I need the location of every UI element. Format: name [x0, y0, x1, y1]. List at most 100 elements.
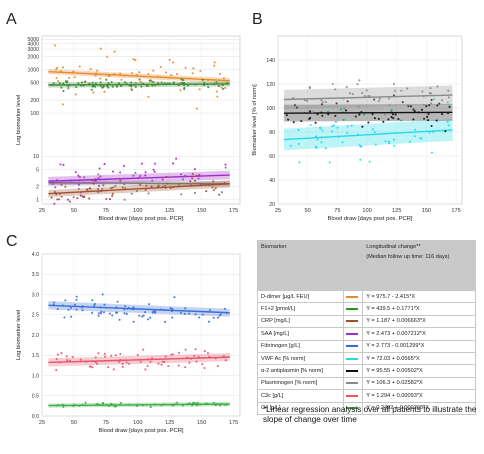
scatter-point: [198, 88, 201, 91]
y-tick-label: 10: [33, 154, 39, 160]
scatter-point: [63, 316, 66, 319]
scatter-point: [298, 161, 301, 164]
scatter-point: [368, 94, 371, 98]
scatter-point: [180, 173, 183, 176]
x-tick-label: 125: [165, 208, 174, 214]
scatter-point: [300, 120, 303, 123]
scatter-point: [93, 302, 96, 306]
scatter-point: [171, 316, 174, 319]
scatter-point: [92, 91, 95, 94]
legend-row-swatch-cell: [343, 289, 364, 304]
scatter-point: [120, 85, 123, 88]
scatter-point: [101, 293, 104, 296]
x-tick-label: 100: [362, 208, 371, 214]
scatter-point: [382, 120, 385, 123]
x-axis-label: Blood draw [days post pos. PCR]: [327, 216, 412, 222]
scatter-point: [121, 365, 124, 368]
scatter-point: [348, 92, 352, 95]
scatter-point: [132, 58, 135, 61]
scatter-point: [446, 101, 449, 104]
scatter-point: [125, 312, 128, 315]
scatter-point: [377, 99, 380, 103]
scatter-point: [114, 311, 118, 314]
scatter-point: [430, 151, 434, 154]
y-tick-label: 140: [266, 58, 275, 64]
scatter-point: [192, 67, 195, 70]
scatter-point: [216, 364, 219, 367]
scatter-point: [97, 184, 101, 187]
regression-line: [283, 111, 453, 114]
scatter-point: [55, 76, 58, 79]
scatter-point: [119, 171, 122, 174]
scatter-point: [193, 191, 196, 195]
scatter-point: [99, 47, 102, 50]
legend-row-name: D-dimer [µg/L FEU]: [256, 289, 345, 304]
y-axis-label: Log biomarker level: [16, 310, 22, 361]
scatter-point: [169, 306, 172, 310]
scatter-point: [71, 355, 74, 359]
scatter-point: [346, 131, 349, 134]
scatter-point: [53, 44, 57, 47]
scatter-point: [314, 121, 317, 124]
scatter-point: [311, 111, 314, 114]
legend-row-name: SAA [mg/L]: [256, 327, 345, 341]
scatter-point: [111, 194, 114, 197]
legend-swatch: [346, 345, 359, 348]
scatter-point: [103, 303, 106, 306]
scatter-point: [351, 92, 354, 96]
scatter-point: [354, 115, 357, 118]
scatter-point: [70, 315, 73, 318]
scatter-point: [289, 144, 292, 147]
scatter-point: [79, 358, 82, 361]
scatter-point: [142, 314, 145, 317]
footnote: *Linear regression analysis over all pat…: [263, 405, 477, 424]
scatter-point: [183, 88, 186, 91]
scatter-point: [346, 100, 349, 103]
y-tick-label: 1000: [27, 68, 39, 74]
scatter-point: [97, 177, 100, 180]
scatter-point: [350, 124, 353, 127]
legend-swatch: [346, 308, 359, 311]
scatter-point: [428, 131, 431, 134]
scatter-point: [148, 303, 151, 306]
scatter-point: [139, 80, 142, 84]
scatter-point: [191, 172, 194, 176]
scatter-point: [421, 90, 424, 93]
scatter-point: [199, 69, 202, 73]
scatter-point: [359, 145, 362, 148]
scatter-point: [55, 68, 58, 71]
scatter-point: [177, 184, 180, 187]
scatter-point: [130, 85, 133, 88]
scatter-point: [387, 118, 390, 121]
scatter-point: [151, 311, 154, 314]
scatter-point: [409, 105, 413, 108]
scatter-point: [64, 299, 67, 302]
legend-row-name: CRP [mg/L]: [256, 314, 345, 329]
scatter-point: [80, 81, 84, 84]
scatter-point: [181, 178, 184, 181]
x-tick-label: 25: [39, 420, 45, 426]
scatter-point: [99, 77, 102, 80]
x-tick-label: 100: [133, 208, 142, 214]
scatter-point: [341, 141, 344, 144]
scatter-point: [135, 189, 138, 193]
scatter-point: [180, 193, 183, 196]
scatter-point: [121, 362, 124, 365]
scatter-point: [392, 138, 396, 141]
scatter-point: [83, 196, 86, 199]
scatter-point: [332, 124, 335, 127]
scatter-point: [167, 364, 170, 368]
scatter-point: [179, 89, 182, 92]
panel-c: C 0.0 0.5 1.0 1.5 2.0 2.5 3.0 3.5 4.0 25 50 75 100 12…: [0, 226, 250, 449]
panel-b: B 20 40 60 80 100 120 140 25 50 75 100 125 150 175 Blo…: [240, 0, 484, 230]
scatter-point: [73, 76, 76, 79]
scatter-point: [146, 364, 149, 367]
y-tick-label: 3000: [27, 47, 39, 53]
x-tick-label: 25: [275, 208, 281, 214]
legend-row-swatch-cell: [343, 339, 364, 353]
scatter-point: [184, 348, 187, 351]
scatter-point: [219, 313, 222, 316]
scatter-point: [81, 309, 84, 312]
scatter-point: [184, 66, 187, 69]
